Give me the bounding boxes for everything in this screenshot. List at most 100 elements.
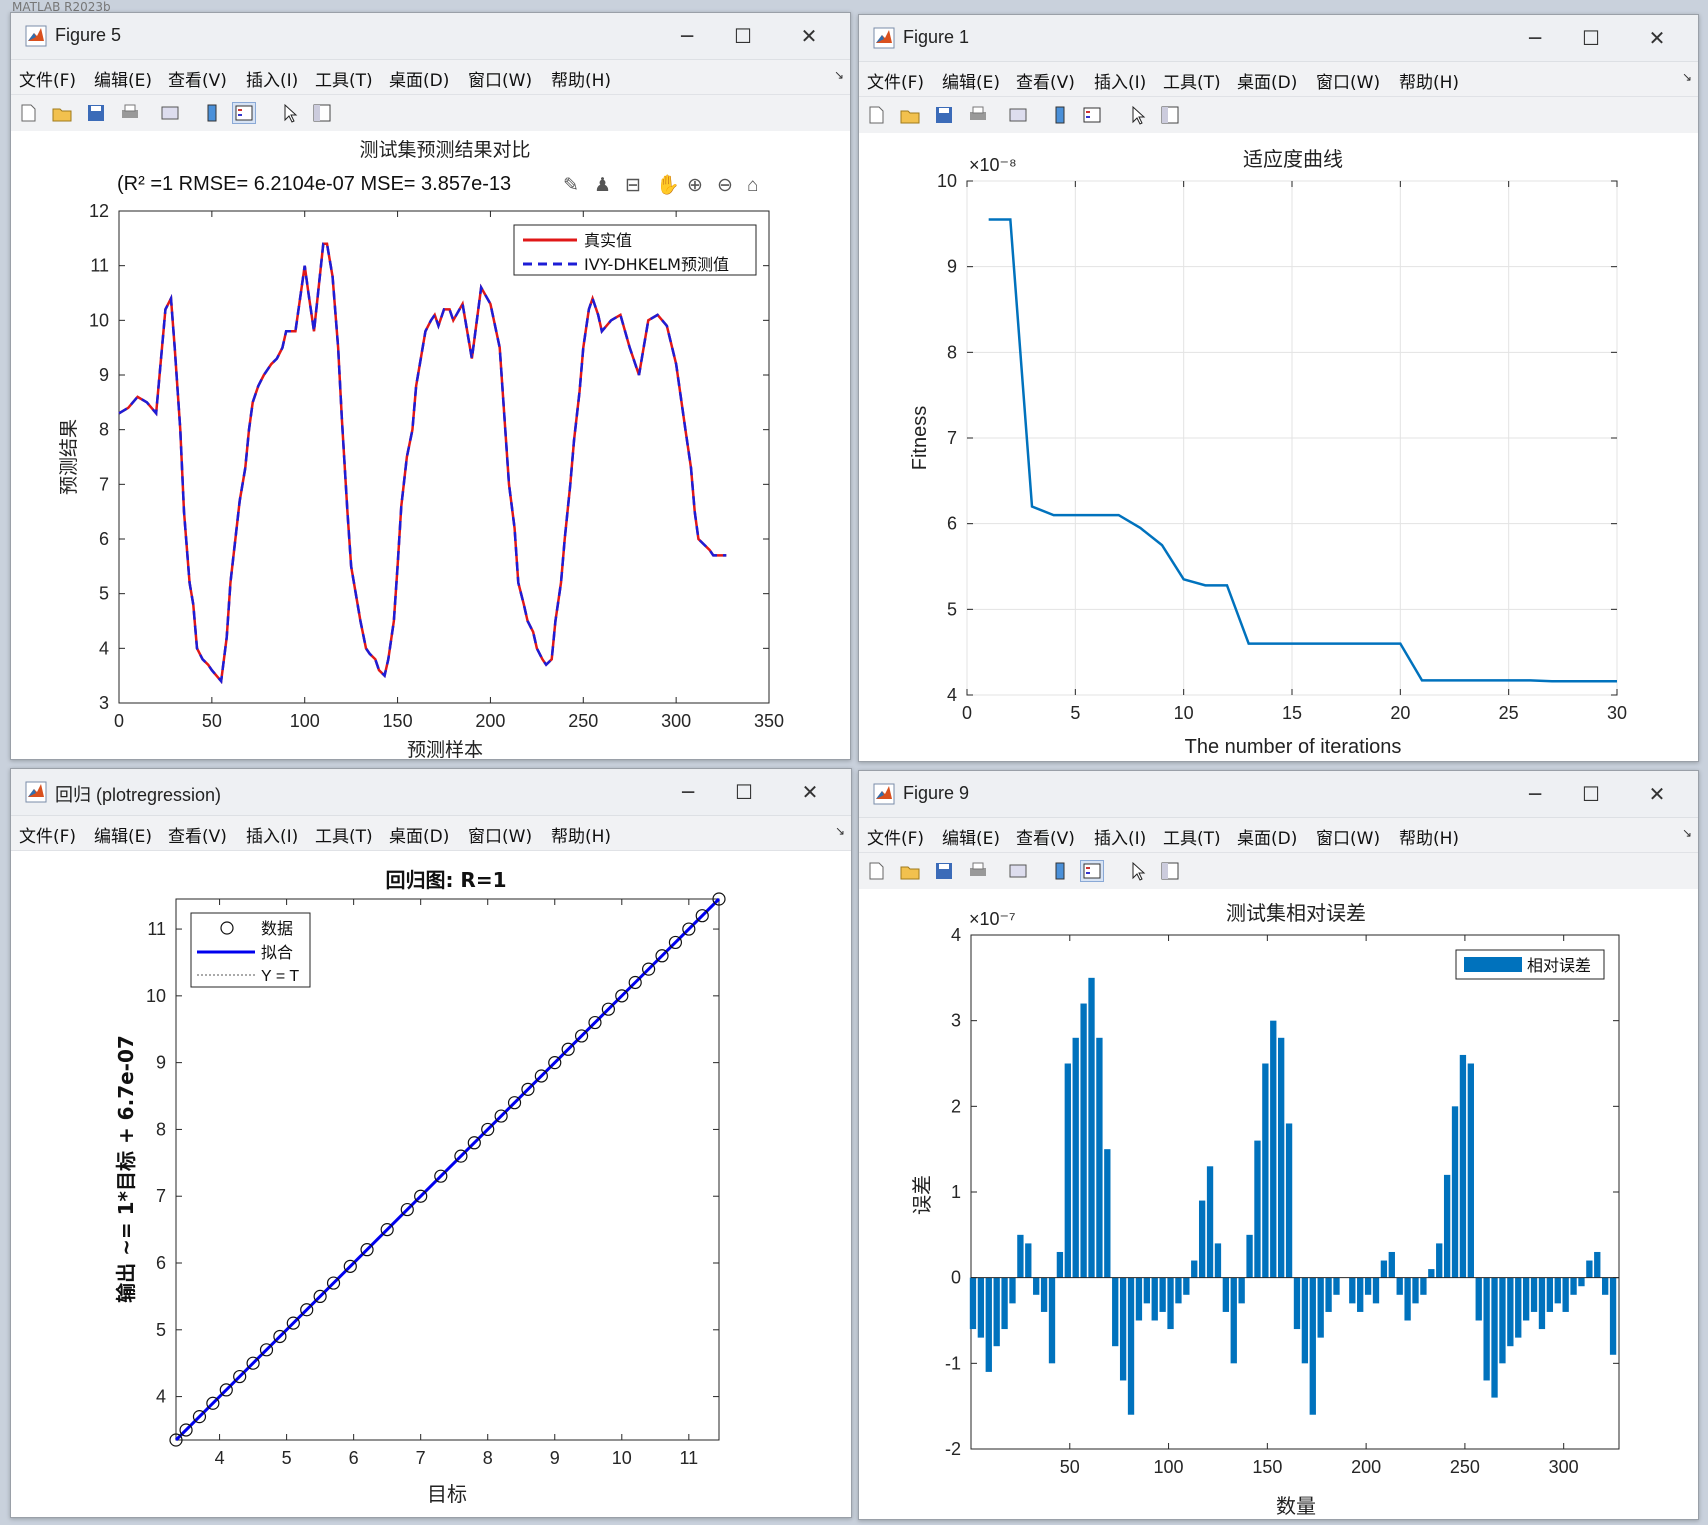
minimize-button[interactable]: ─ [681, 780, 695, 804]
home-icon[interactable]: ⌂ [747, 175, 758, 196]
x-tick-label: 5 [282, 1448, 292, 1468]
figure-5-titlebar[interactable]: Figure 5 ─ ☐ ✕ [11, 13, 850, 60]
save-icon[interactable] [85, 103, 107, 123]
menu-help[interactable]: 帮助(H) [551, 71, 612, 91]
menu-insert[interactable]: 插入(I) [246, 71, 299, 91]
dock-arrow-icon[interactable]: ↘ [1681, 70, 1692, 84]
menu-view[interactable]: 查看(V) [1016, 829, 1075, 849]
menu-desktop[interactable]: 桌面(D) [389, 827, 450, 847]
menu-view[interactable]: 查看(V) [168, 71, 227, 91]
print-icon[interactable] [119, 103, 141, 123]
save-icon[interactable] [933, 861, 955, 881]
legend-icon[interactable] [1081, 105, 1103, 125]
colorbar-icon[interactable] [201, 103, 223, 123]
zoom-in-icon[interactable]: ⊕ [687, 175, 703, 196]
menu-edit[interactable]: 编辑(E) [942, 73, 1001, 93]
menu-window[interactable]: 窗口(W) [468, 827, 533, 847]
menu-edit[interactable]: 编辑(E) [94, 71, 153, 91]
menu-file[interactable]: 文件(F) [867, 829, 925, 849]
minimize-button[interactable]: ─ [680, 24, 694, 48]
menu-tools[interactable]: 工具(T) [315, 71, 373, 91]
error-bar [993, 1277, 1000, 1347]
save-icon[interactable] [933, 105, 955, 125]
figure-1-window[interactable]: Figure 1 ─ ☐ ✕ 文件(F) 编辑(E) 查看(V) 插入(I) 工… [858, 14, 1699, 762]
y-tick-label: 8 [156, 1119, 166, 1139]
menu-insert[interactable]: 插入(I) [246, 827, 299, 847]
window-title: Figure 9 [903, 783, 970, 803]
open-file-icon[interactable] [899, 861, 921, 881]
dock-arrow-icon[interactable]: ↘ [833, 68, 844, 82]
dock-arrow-icon[interactable]: ↘ [1681, 826, 1692, 840]
menu-help[interactable]: 帮助(H) [551, 827, 612, 847]
menu-window[interactable]: 窗口(W) [468, 71, 533, 91]
close-button[interactable]: ✕ [800, 24, 818, 48]
figure-5-window[interactable]: Figure 5 ─ ☐ ✕ 文件(F) 编辑(E) 查看(V) 插入(I) 工… [10, 12, 851, 760]
rotate-icon[interactable]: ⊟ [625, 175, 641, 196]
close-button[interactable]: ✕ [1648, 26, 1666, 50]
maximize-button[interactable]: ☐ [1582, 26, 1600, 50]
error-bar [1507, 1277, 1514, 1347]
data-tip-icon[interactable]: ♟ [594, 175, 611, 196]
menu-tools[interactable]: 工具(T) [1163, 73, 1221, 93]
close-button[interactable]: ✕ [1648, 782, 1666, 806]
new-figure-icon[interactable] [865, 861, 887, 881]
pointer-icon[interactable] [1127, 861, 1149, 881]
new-figure-icon[interactable] [865, 105, 887, 125]
print-icon[interactable] [967, 861, 989, 881]
close-button[interactable]: ✕ [801, 780, 819, 804]
print-icon[interactable] [967, 105, 989, 125]
x-tick-label: 200 [1351, 1457, 1381, 1477]
error-bar [1404, 1277, 1411, 1321]
figure-9-window[interactable]: Figure 9 ─ ☐ ✕ 文件(F) 编辑(E) 查看(V) 插入(I) 工… [858, 770, 1699, 1520]
maximize-button[interactable]: ☐ [734, 24, 752, 48]
menu-file[interactable]: 文件(F) [19, 827, 77, 847]
maximize-button[interactable]: ☐ [735, 780, 753, 804]
figure-9-titlebar[interactable]: Figure 9 ─ ☐ ✕ [859, 771, 1698, 818]
open-file-icon[interactable] [51, 103, 73, 123]
menu-file[interactable]: 文件(F) [867, 73, 925, 93]
property-inspector-icon[interactable] [311, 103, 333, 123]
menu-view[interactable]: 查看(V) [168, 827, 227, 847]
minimize-button[interactable]: ─ [1528, 782, 1542, 806]
menu-window[interactable]: 窗口(W) [1316, 73, 1381, 93]
maximize-button[interactable]: ☐ [1582, 782, 1600, 806]
brush-icon[interactable]: ✎ [563, 175, 579, 196]
menu-desktop[interactable]: 桌面(D) [389, 71, 450, 91]
pointer-icon[interactable] [279, 103, 301, 123]
menu-help[interactable]: 帮助(H) [1399, 829, 1460, 849]
colorbar-icon[interactable] [1049, 861, 1071, 881]
menu-desktop[interactable]: 桌面(D) [1237, 73, 1298, 93]
link-plot-icon[interactable] [1007, 105, 1029, 125]
menu-file[interactable]: 文件(F) [19, 71, 77, 91]
menu-desktop[interactable]: 桌面(D) [1237, 829, 1298, 849]
regression-window[interactable]: 回归 (plotregression) ─ ☐ ✕ 文件(F) 编辑(E) 查看… [10, 768, 852, 1518]
menu-edit[interactable]: 编辑(E) [942, 829, 1001, 849]
new-figure-icon[interactable] [17, 103, 39, 123]
colorbar-icon[interactable] [1049, 105, 1071, 125]
legend-icon[interactable] [232, 102, 256, 124]
menu-tools[interactable]: 工具(T) [1163, 829, 1221, 849]
minimize-button[interactable]: ─ [1528, 26, 1542, 50]
pan-icon[interactable]: ✋ [656, 173, 680, 196]
menu-edit[interactable]: 编辑(E) [94, 827, 153, 847]
pointer-icon[interactable] [1127, 105, 1149, 125]
legend-icon[interactable] [1080, 860, 1104, 882]
zoom-out-icon[interactable]: ⊖ [717, 175, 733, 196]
menu-view[interactable]: 查看(V) [1016, 73, 1075, 93]
menu-insert[interactable]: 插入(I) [1094, 829, 1147, 849]
error-bar [1483, 1277, 1490, 1381]
property-inspector-icon[interactable] [1159, 105, 1181, 125]
link-plot-icon[interactable] [159, 103, 181, 123]
menu-window[interactable]: 窗口(W) [1316, 829, 1381, 849]
figure-1-titlebar[interactable]: Figure 1 ─ ☐ ✕ [859, 15, 1698, 62]
property-inspector-icon[interactable] [1159, 861, 1181, 881]
menu-insert[interactable]: 插入(I) [1094, 73, 1147, 93]
open-file-icon[interactable] [899, 105, 921, 125]
dock-arrow-icon[interactable]: ↘ [834, 824, 845, 838]
menu-help[interactable]: 帮助(H) [1399, 73, 1460, 93]
x-tick-label: 0 [962, 703, 972, 723]
menu-tools[interactable]: 工具(T) [315, 827, 373, 847]
regression-titlebar[interactable]: 回归 (plotregression) ─ ☐ ✕ [11, 769, 851, 816]
link-plot-icon[interactable] [1007, 861, 1029, 881]
plot-title: 测试集预测结果对比 [359, 139, 530, 161]
